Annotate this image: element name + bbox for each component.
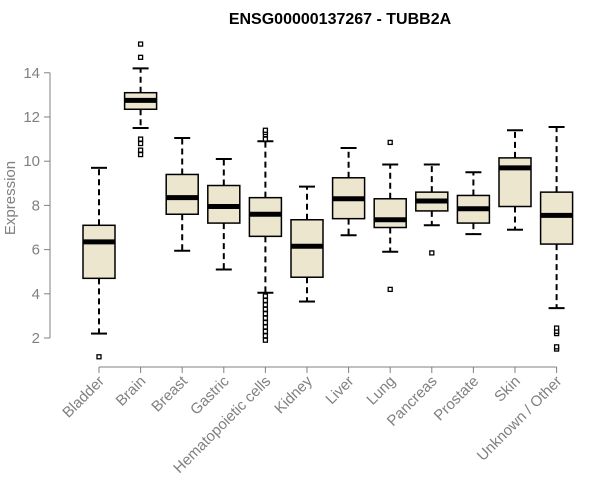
outlier-point [262,302,269,308]
box-hematopoietic-cells [248,127,283,343]
box-breast [165,136,199,252]
outlier-point [262,337,269,343]
y-axis-label: Expression [2,161,19,235]
x-tick-label-skin: Skin [491,373,524,406]
box-bladder [82,166,116,360]
outlier-point [429,250,435,256]
box-iqr [373,198,407,229]
outlier-point [262,315,269,321]
outlier-point [262,328,269,335]
outlier-point [262,311,269,317]
box-skin [498,129,532,231]
y-tick-label-14: 14 [23,65,40,82]
outlier-point [137,151,144,158]
x-tick-label-liver: Liver [322,373,357,408]
y-tick-label-4: 4 [32,286,40,303]
outlier-point [96,354,102,360]
box-prostate [456,171,491,236]
box-liver [331,146,366,237]
box-iqr [248,196,283,238]
x-tick-label-lung: Lung [363,373,399,409]
outlier-point [262,136,269,142]
outlier-point [137,41,144,47]
outlier-point [387,286,393,293]
y-tick-label-6: 6 [32,242,40,259]
x-tick-label-bladder: Bladder [59,373,108,422]
x-tick-label-breast: Breast [148,372,191,415]
box-gastric [207,157,241,271]
x-tick-label-brain: Brain [113,373,150,410]
outlier-point [262,306,269,312]
outlier-point [387,139,393,146]
y-tick-label-2: 2 [32,330,40,347]
x-tick-label-prostate: Prostate [431,373,483,425]
box-pancreas [415,163,449,256]
outlier-point [553,344,560,350]
outlier-point [262,297,269,304]
box-iqr [498,157,532,208]
box-brain [123,41,158,158]
box-iqr [165,173,199,215]
outlier-point [262,333,269,339]
outlier-point [137,147,144,153]
outlier-point [262,293,269,299]
box-unknown-other [539,125,574,352]
y-tick-label-8: 8 [32,197,40,214]
chart-title: ENSG00000137267 - TUBB2A [229,11,452,28]
box-iqr [82,224,116,280]
box-iqr [539,191,574,245]
y-tick-label-10: 10 [23,153,40,170]
x-tick-label-kidney: Kidney [271,372,316,417]
outlier-point [262,324,269,330]
outlier-point [137,140,144,147]
y-tick-label-12: 12 [23,109,40,126]
outlier-point [137,136,144,142]
outlier-point [262,319,269,326]
outlier-point [262,127,269,133]
box-kidney [290,185,324,303]
outlier-point [553,325,560,331]
box-lung [373,139,407,293]
outlier-point [137,54,144,60]
